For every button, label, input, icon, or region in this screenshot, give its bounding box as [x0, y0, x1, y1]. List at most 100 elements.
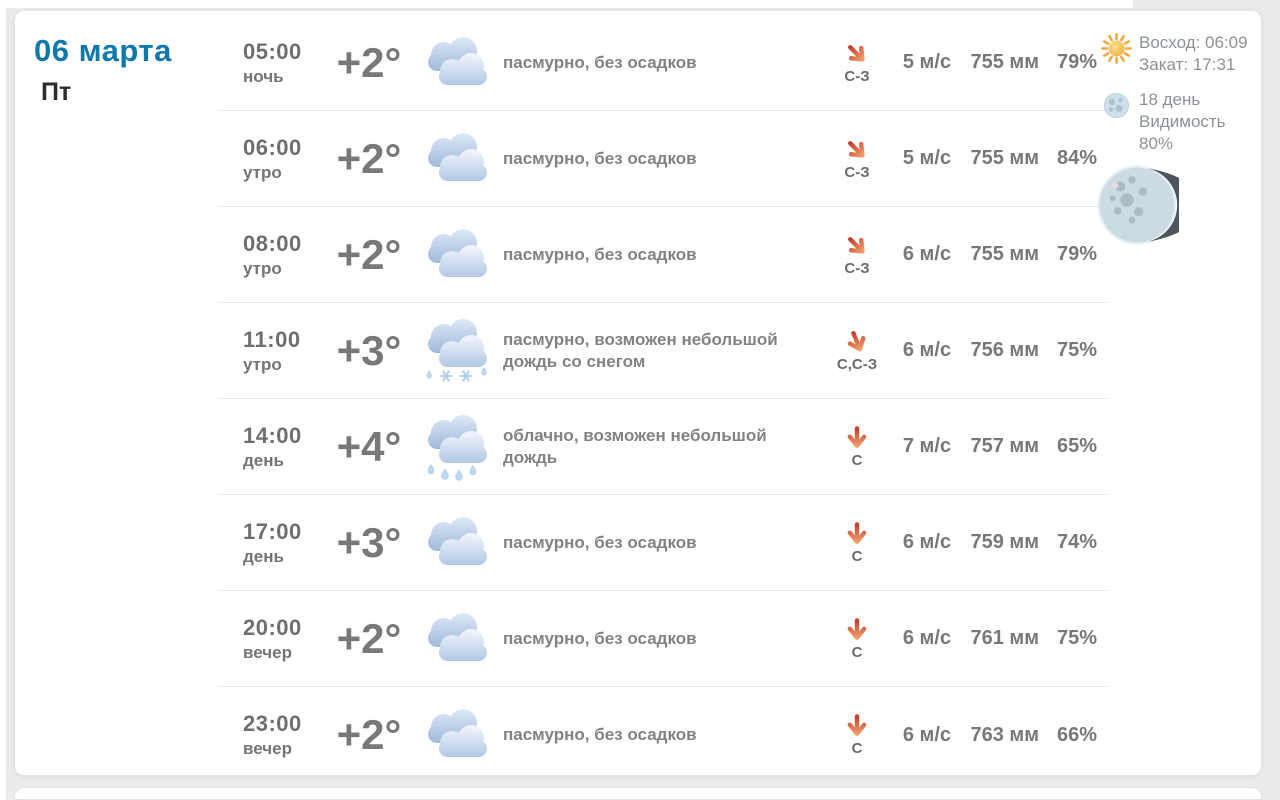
- forecast-row[interactable]: 23:00 вечер +2° пасмурно, без осадков С …: [219, 687, 1108, 775]
- wind-direction-label: С-З: [844, 163, 870, 181]
- humidity-value: 66%: [1056, 723, 1097, 746]
- sun-icon: [1101, 33, 1132, 64]
- row-time: 08:00: [243, 230, 302, 256]
- row-wind-block: С: [827, 425, 887, 469]
- row-period: утро: [243, 354, 282, 374]
- row-description: пасмурно, без осадков: [503, 148, 697, 168]
- row-period: утро: [243, 162, 282, 182]
- moon-day: 18 день: [1139, 90, 1201, 109]
- row-description: пасмурно, без осадков: [503, 628, 697, 648]
- wind-speed-value: 6 м/с: [902, 339, 951, 361]
- wind-direction-arrow-icon: [844, 233, 870, 259]
- humidity-value: 74%: [1056, 531, 1097, 553]
- row-wind-block: С-З: [827, 233, 887, 277]
- forecast-row[interactable]: 14:00 день +4° облачно, возможен небольш…: [219, 399, 1108, 495]
- pressure-value: 756 мм: [970, 339, 1039, 361]
- row-wind-block: С: [827, 521, 887, 565]
- pressure-value: 759 мм: [970, 531, 1039, 553]
- forecast-row[interactable]: 20:00 вечер +2° пасмурно, без осадков С …: [219, 591, 1108, 687]
- row-wind-block: С-З: [827, 41, 887, 85]
- wind-direction-label: С: [851, 740, 863, 757]
- wind-direction-label: С-З: [844, 259, 870, 277]
- wind-direction-label: С: [851, 451, 863, 469]
- pressure-value: 755 мм: [970, 51, 1039, 73]
- moon-visibility-value: 80%: [1139, 134, 1174, 153]
- humidity-value: 84%: [1056, 147, 1097, 169]
- forecast-row[interactable]: 17:00 день +3° пасмурно, без осадков С 6…: [219, 495, 1108, 591]
- page-background-notch: [1133, 0, 1280, 10]
- sunset-time: Закат: 17:31: [1139, 55, 1236, 74]
- wind-direction-arrow-icon: [844, 329, 870, 355]
- row-period: вечер: [243, 642, 292, 662]
- row-period: вечер: [243, 739, 292, 758]
- humidity-value: 75%: [1056, 627, 1097, 649]
- moon-icon: [1103, 92, 1130, 119]
- wind-direction-arrow-icon: [844, 137, 870, 163]
- row-description: пасмурно, без осадков: [503, 532, 697, 552]
- moon-phase-icon: [1095, 163, 1202, 247]
- wind-direction-arrow-icon: [844, 425, 870, 451]
- wind-direction-label: С,С-З: [836, 355, 878, 373]
- row-period: день: [243, 450, 284, 470]
- pressure-value: 755 мм: [970, 147, 1039, 169]
- row-description: пасмурно, возможен небольшой дождь со сн…: [503, 329, 778, 371]
- row-description: пасмурно, без осадков: [503, 52, 697, 72]
- wind-speed-value: 6 м/с: [902, 723, 951, 746]
- row-wind-block: С-З: [827, 137, 887, 181]
- moon-info: 18 день Видимость 80%: [1139, 89, 1226, 155]
- row-temperature: +3°: [336, 518, 402, 566]
- row-temperature: +2°: [336, 711, 402, 758]
- wind-speed-value: 5 м/с: [902, 147, 951, 169]
- row-temperature: +2°: [336, 38, 402, 86]
- wind-speed-value: 6 м/с: [902, 531, 951, 553]
- row-description: облачно, возможен небольшой дождь: [503, 425, 767, 467]
- row-time: 14:00: [243, 422, 302, 448]
- forecast-row[interactable]: 05:00 ночь +2° пасмурно, без осадков С-З…: [219, 15, 1108, 111]
- row-description: пасмурно, без осадков: [503, 244, 697, 264]
- rain-weather-icon: [415, 413, 501, 481]
- row-temperature: +2°: [336, 230, 402, 278]
- row-time: 06:00: [243, 134, 302, 160]
- pressure-value: 757 мм: [970, 435, 1039, 457]
- row-description: пасмурно, без осадков: [503, 725, 697, 744]
- row-period: день: [243, 546, 284, 566]
- row-time-block: 17:00 день: [219, 519, 323, 567]
- row-temperature: +2°: [336, 134, 402, 182]
- row-period: ночь: [243, 66, 284, 86]
- overcast-weather-icon: [415, 707, 501, 763]
- row-wind-block: С,С-З: [827, 329, 887, 373]
- wind-direction-arrow-icon: [844, 617, 870, 643]
- date-weekday: Пт: [41, 78, 72, 106]
- row-time: 11:00: [243, 326, 301, 352]
- wind-direction-arrow-icon: [844, 41, 870, 67]
- wind-speed-value: 7 м/с: [902, 435, 951, 457]
- overcast-weather-icon: [415, 35, 501, 91]
- row-period: утро: [243, 258, 282, 278]
- pressure-value: 763 мм: [970, 723, 1039, 746]
- forecast-table: 05:00 ночь +2° пасмурно, без осадков С-З…: [219, 15, 1108, 775]
- pressure-value: 761 мм: [970, 627, 1039, 649]
- next-day-card-edge[interactable]: [14, 787, 1262, 800]
- forecast-row[interactable]: 08:00 утро +2° пасмурно, без осадков С-З…: [219, 207, 1108, 303]
- wind-direction-label: С: [851, 643, 863, 661]
- forecast-row[interactable]: 11:00 утро +3° пасмурно, возможен неболь…: [219, 303, 1108, 399]
- date-title: 06 марта: [34, 33, 172, 68]
- snow-rain-weather-icon: [415, 317, 501, 385]
- row-time-block: 23:00 вечер: [219, 711, 323, 759]
- wind-speed-value: 6 м/с: [902, 243, 951, 265]
- row-time-block: 20:00 вечер: [219, 615, 323, 663]
- row-temperature: +3°: [336, 326, 402, 374]
- row-time: 20:00: [243, 614, 302, 640]
- wind-direction-label: С: [851, 547, 863, 565]
- date-block: 06 марта Пт: [34, 33, 172, 107]
- row-time: 05:00: [243, 38, 302, 64]
- row-time-block: 08:00 утро: [219, 231, 323, 279]
- forecast-row[interactable]: 06:00 утро +2° пасмурно, без осадков С-З…: [219, 111, 1108, 207]
- row-time-block: 05:00 ночь: [219, 39, 323, 87]
- row-time: 23:00: [243, 711, 302, 736]
- humidity-value: 79%: [1056, 51, 1097, 73]
- row-wind-block: С: [827, 713, 887, 757]
- humidity-value: 75%: [1056, 339, 1097, 361]
- wind-direction-label: С-З: [844, 67, 870, 85]
- wind-speed-value: 5 м/с: [902, 51, 951, 73]
